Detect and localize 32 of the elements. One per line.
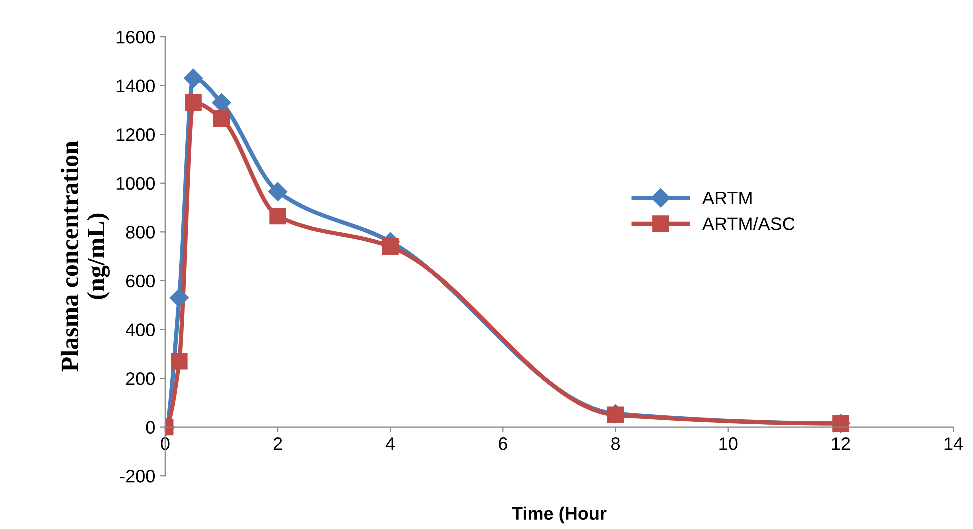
y-tick-label: 800 xyxy=(126,226,155,239)
x-tick-label: 0 xyxy=(161,438,170,450)
point xyxy=(607,406,624,424)
y-tick-label: 600 xyxy=(126,274,155,288)
x-tick-label: 8 xyxy=(612,438,620,450)
point xyxy=(213,110,230,128)
y-tick-label: -200 xyxy=(120,470,155,483)
point xyxy=(170,288,190,308)
x-tick-label: 10 xyxy=(720,438,738,450)
legend-label: ARTM/ASC xyxy=(702,217,795,230)
y-tick-label: 200 xyxy=(126,372,155,386)
y-tick-label: 1400 xyxy=(116,80,155,93)
y-tick-label: 1000 xyxy=(116,177,155,190)
point xyxy=(184,68,204,88)
point xyxy=(185,94,202,112)
x-tick-label: 14 xyxy=(944,438,964,450)
x-axis-title: Time (Hour xyxy=(512,506,607,524)
y-axis-title: Plasma concentration (ng/mL) xyxy=(60,141,110,372)
y-tick-label: 1600 xyxy=(116,30,155,44)
y-tick-label: 1200 xyxy=(116,128,155,142)
y-tick-label: 400 xyxy=(126,324,155,336)
point xyxy=(382,238,399,256)
point xyxy=(268,182,288,202)
y-tick-label: 0 xyxy=(146,421,155,434)
point xyxy=(212,93,232,112)
x-tick-label: 4 xyxy=(386,438,396,450)
x-tick-label: 6 xyxy=(499,438,508,450)
point xyxy=(171,353,188,370)
point xyxy=(270,208,286,225)
x-tick-label: 2 xyxy=(274,438,282,450)
legend-label: ARTM xyxy=(702,192,752,204)
x-tick-label: 12 xyxy=(832,438,850,450)
